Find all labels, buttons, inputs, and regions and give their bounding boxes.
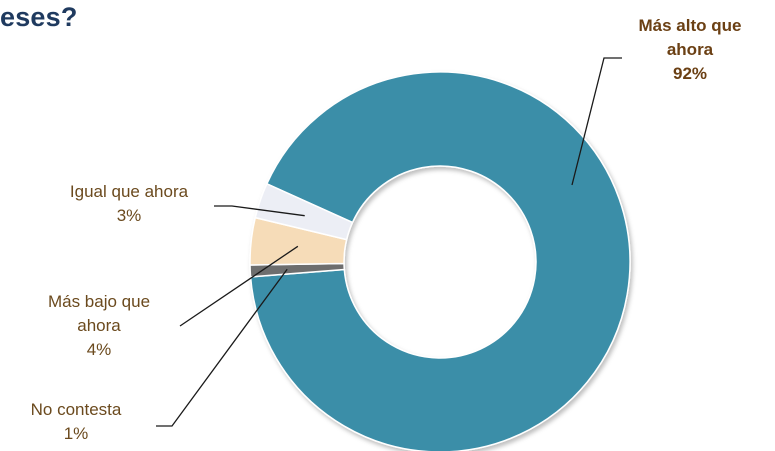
- label-mas-alto: Más alto que ahora 92%: [610, 14, 770, 86]
- label-mas-alto-value: 92%: [672, 64, 708, 83]
- label-no-contesta-value: 1%: [63, 424, 89, 443]
- slice-mas-alto: [249, 71, 631, 451]
- label-mas-bajo-line2: ahora: [77, 316, 121, 335]
- chart-title: eses?: [0, 2, 78, 32]
- label-mas-bajo: Más bajo que ahora 4%: [4, 290, 194, 362]
- label-igual-value: 3%: [116, 206, 142, 225]
- label-no-contesta-line1: No contesta: [30, 400, 122, 419]
- label-mas-alto-line2: ahora: [666, 40, 714, 59]
- label-mas-bajo-line1: Más bajo que: [47, 292, 151, 311]
- leader-no-contesta: [156, 268, 288, 427]
- label-igual: Igual que ahora 3%: [24, 180, 234, 228]
- label-no-contesta: No contesta 1%: [0, 398, 152, 446]
- leader-mas-alto: [571, 57, 622, 186]
- leader-mas-bajo: [179, 245, 299, 327]
- label-igual-line1: Igual que ahora: [69, 182, 189, 201]
- label-mas-alto-line1: Más alto que: [638, 16, 742, 35]
- slice-igual: [254, 182, 354, 241]
- label-mas-bajo-value: 4%: [86, 340, 112, 359]
- leader-igual: [214, 205, 305, 217]
